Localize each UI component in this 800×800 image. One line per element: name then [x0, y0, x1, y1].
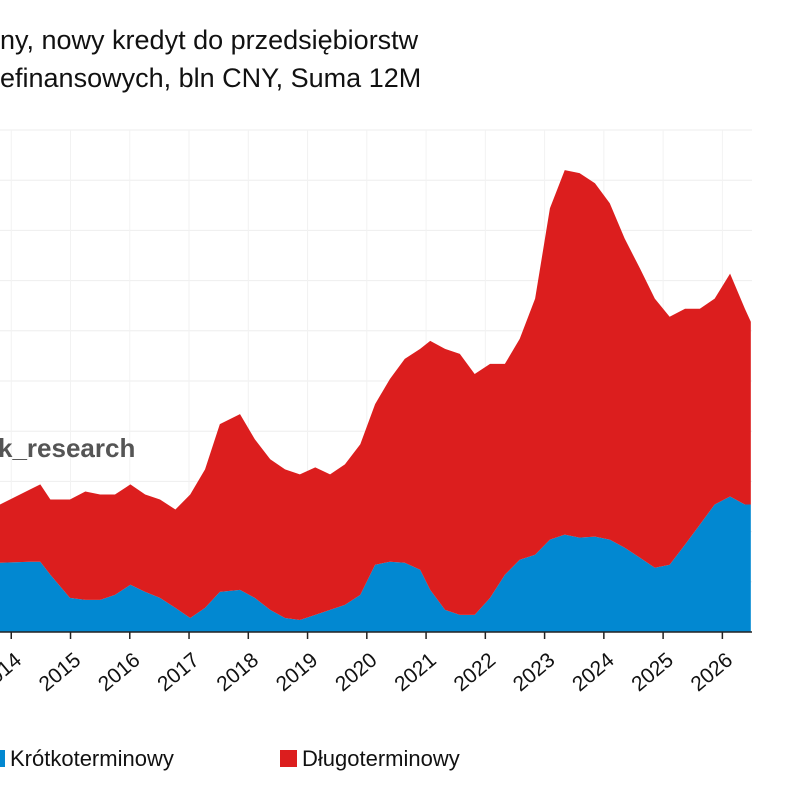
x-tick-label: 2019 — [272, 648, 323, 696]
chart-title: efinansowych, bln CNY, Suma 12M — [0, 63, 421, 93]
x-tick-label: 2014 — [0, 648, 26, 696]
legend-swatch — [280, 750, 297, 767]
x-tick-label: 2017 — [153, 648, 204, 696]
x-tick-label: 2025 — [627, 648, 678, 696]
x-tick-label: 2015 — [35, 648, 86, 696]
chart-title: ny, nowy kredyt do przedsiębiorstw — [0, 25, 419, 55]
x-tick-label: 2024 — [568, 648, 619, 696]
area — [0, 496, 751, 632]
watermark: k_research — [0, 433, 135, 463]
legend-swatch — [0, 750, 5, 767]
area — [0, 170, 751, 620]
legend-label: Długoterminowy — [302, 746, 460, 771]
x-tick-label: 2023 — [509, 648, 560, 696]
x-tick-label: 2022 — [450, 648, 501, 696]
legend-label: Krótkoterminowy — [10, 746, 174, 771]
x-tick-label: 2020 — [331, 648, 382, 696]
x-tick-label: 2016 — [94, 648, 145, 696]
x-tick-label: 2026 — [687, 648, 738, 696]
x-tick-label: 2018 — [213, 648, 264, 696]
x-tick-label: 2021 — [390, 648, 441, 696]
